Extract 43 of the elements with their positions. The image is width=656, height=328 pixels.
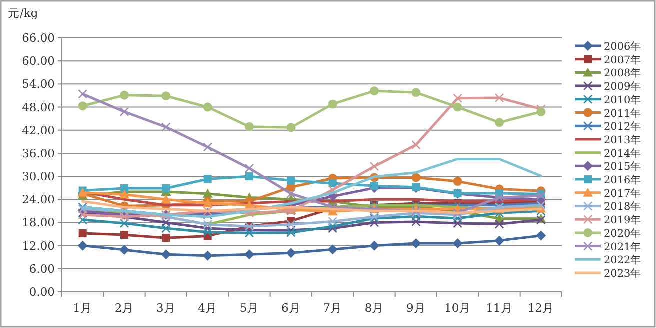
legend-label: 2010年 (604, 94, 642, 106)
y-tick-label: 6.00 (29, 262, 55, 276)
x-tick-label: 10月 (444, 301, 472, 315)
legend-label: 2006年 (604, 41, 642, 53)
legend-label: 2013年 (604, 134, 642, 146)
legend-label: 2011年 (604, 108, 642, 120)
legend-label: 2019年 (604, 214, 642, 227)
legend-label: 2021年 (604, 241, 642, 254)
y-tick-label: 54.00 (22, 77, 55, 92)
x-tick-label: 8月 (364, 301, 384, 315)
legend-label: 2018年 (604, 201, 642, 214)
y-tick-label: 0.00 (29, 285, 55, 299)
x-tick-label: 1月 (73, 301, 92, 315)
legend-label: 2007年 (604, 54, 642, 66)
x-tick-label: 11月 (486, 301, 513, 315)
y-tick-label: 42.00 (22, 123, 55, 138)
y-axis-title: 元/kg (8, 6, 39, 20)
y-tick-label: 24.00 (22, 192, 55, 207)
x-tick-label: 3月 (156, 301, 176, 315)
legend-label: 2015年 (604, 161, 642, 174)
y-tick-label: 12.00 (22, 238, 55, 253)
y-tick-label: 48.00 (22, 100, 55, 114)
x-tick-label: 12月 (528, 301, 554, 315)
legend-label: 2014年 (604, 148, 642, 160)
x-tick-label: 9月 (406, 301, 426, 315)
legend-label: 2009年 (604, 81, 642, 94)
y-tick-label: 30.00 (22, 170, 55, 184)
x-tick-label: 7月 (323, 301, 342, 315)
legend-label: 2017年 (604, 188, 642, 200)
x-tick-label: 5月 (240, 301, 260, 315)
y-tick-label: 18.00 (22, 216, 55, 230)
x-tick-label: 4月 (198, 301, 218, 315)
legend-label: 2012年 (604, 121, 642, 134)
y-tick-label: 66.00 (22, 31, 55, 45)
y-tick-label: 60.00 (22, 54, 55, 68)
x-tick-label: 6月 (282, 301, 301, 315)
legend-label: 2008年 (604, 68, 642, 80)
x-tick-label: 2月 (114, 301, 134, 315)
legend-label: 2016年 (604, 174, 642, 187)
legend-label: 2022年 (604, 254, 642, 267)
legend-label: 2023年 (604, 268, 642, 280)
legend-label: 2020年 (604, 228, 642, 240)
y-tick-label: 36.00 (22, 146, 55, 160)
